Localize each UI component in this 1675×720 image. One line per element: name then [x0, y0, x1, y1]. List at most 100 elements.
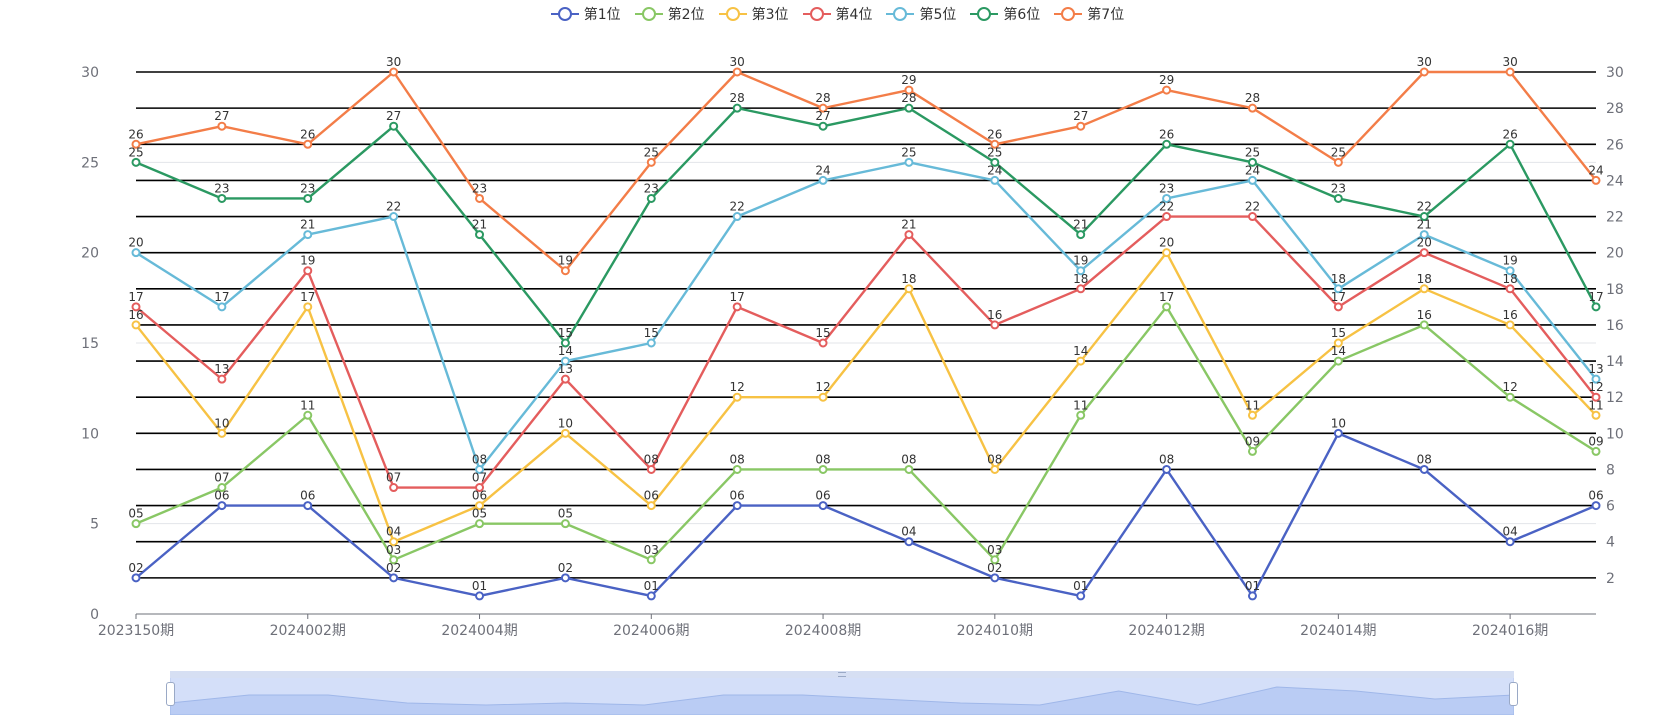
- data-point[interactable]: [1591, 501, 1601, 511]
- data-point[interactable]: [818, 338, 828, 348]
- data-point[interactable]: [131, 139, 141, 149]
- data-point[interactable]: [1505, 67, 1515, 77]
- legend-item-4[interactable]: 第4位: [802, 4, 872, 24]
- data-point[interactable]: [1419, 464, 1429, 474]
- data-zoom-slider[interactable]: [166, 671, 1518, 715]
- data-point[interactable]: [904, 537, 914, 547]
- data-point[interactable]: [303, 230, 313, 240]
- data-point[interactable]: [646, 591, 656, 601]
- data-point[interactable]: [131, 320, 141, 330]
- data-point[interactable]: [1591, 302, 1601, 312]
- data-point[interactable]: [217, 121, 227, 131]
- data-point[interactable]: [1162, 212, 1172, 222]
- data-point[interactable]: [475, 230, 485, 240]
- legend-item-6[interactable]: 第6位: [970, 4, 1040, 24]
- data-point[interactable]: [646, 193, 656, 203]
- data-point[interactable]: [560, 356, 570, 366]
- data-point[interactable]: [389, 483, 399, 493]
- data-point[interactable]: [1419, 67, 1429, 77]
- data-point[interactable]: [1076, 121, 1086, 131]
- data-point[interactable]: [1247, 175, 1257, 185]
- data-point[interactable]: [303, 302, 313, 312]
- data-point[interactable]: [1162, 85, 1172, 95]
- data-zoom-move-bar[interactable]: [170, 671, 1514, 678]
- data-point[interactable]: [1076, 284, 1086, 294]
- data-point[interactable]: [1505, 320, 1515, 330]
- data-point[interactable]: [732, 103, 742, 113]
- data-point[interactable]: [131, 573, 141, 583]
- data-point[interactable]: [1076, 591, 1086, 601]
- data-point[interactable]: [646, 501, 656, 511]
- data-point[interactable]: [990, 573, 1000, 583]
- data-point[interactable]: [560, 266, 570, 276]
- data-point[interactable]: [732, 67, 742, 77]
- data-point[interactable]: [389, 121, 399, 131]
- data-point[interactable]: [131, 302, 141, 312]
- data-point[interactable]: [1419, 248, 1429, 258]
- data-point[interactable]: [818, 175, 828, 185]
- data-point[interactable]: [818, 464, 828, 474]
- data-point[interactable]: [1247, 103, 1257, 113]
- data-point[interactable]: [646, 338, 656, 348]
- data-point[interactable]: [904, 284, 914, 294]
- data-point[interactable]: [1247, 591, 1257, 601]
- data-point[interactable]: [1591, 392, 1601, 402]
- data-point[interactable]: [732, 501, 742, 511]
- data-point[interactable]: [646, 555, 656, 565]
- data-point[interactable]: [560, 338, 570, 348]
- legend-item-7[interactable]: 第7位: [1054, 4, 1124, 24]
- data-point[interactable]: [1505, 284, 1515, 294]
- data-point[interactable]: [303, 193, 313, 203]
- data-point[interactable]: [904, 157, 914, 167]
- data-point[interactable]: [303, 410, 313, 420]
- data-point[interactable]: [732, 302, 742, 312]
- data-point[interactable]: [475, 193, 485, 203]
- legend-item-5[interactable]: 第5位: [886, 4, 956, 24]
- data-point[interactable]: [475, 591, 485, 601]
- data-point[interactable]: [818, 121, 828, 131]
- data-point[interactable]: [389, 537, 399, 547]
- data-point[interactable]: [1333, 193, 1343, 203]
- data-point[interactable]: [1076, 356, 1086, 366]
- data-point[interactable]: [1247, 410, 1257, 420]
- data-point[interactable]: [1076, 230, 1086, 240]
- data-point[interactable]: [475, 483, 485, 493]
- data-point[interactable]: [1333, 302, 1343, 312]
- data-point[interactable]: [1591, 446, 1601, 456]
- data-point[interactable]: [1333, 157, 1343, 167]
- data-point[interactable]: [1333, 284, 1343, 294]
- legend-item-2[interactable]: 第2位: [634, 4, 705, 24]
- data-point[interactable]: [389, 212, 399, 222]
- data-point[interactable]: [990, 555, 1000, 565]
- data-point[interactable]: [1505, 266, 1515, 276]
- legend-item-3[interactable]: 第3位: [718, 4, 789, 24]
- data-point[interactable]: [1333, 338, 1343, 348]
- data-point[interactable]: [904, 464, 914, 474]
- data-point[interactable]: [990, 175, 1000, 185]
- data-point[interactable]: [1076, 410, 1086, 420]
- data-point[interactable]: [1505, 392, 1515, 402]
- data-point[interactable]: [131, 248, 141, 258]
- data-point[interactable]: [475, 519, 485, 529]
- data-point[interactable]: [389, 555, 399, 565]
- data-point[interactable]: [560, 374, 570, 384]
- data-point[interactable]: [560, 519, 570, 529]
- data-point[interactable]: [1247, 212, 1257, 222]
- data-point[interactable]: [904, 230, 914, 240]
- data-point[interactable]: [1419, 212, 1429, 222]
- data-point[interactable]: [389, 573, 399, 583]
- data-point[interactable]: [217, 483, 227, 493]
- data-point[interactable]: [475, 464, 485, 474]
- data-point[interactable]: [131, 157, 141, 167]
- data-point[interactable]: [904, 103, 914, 113]
- data-point[interactable]: [217, 374, 227, 384]
- data-point[interactable]: [1076, 266, 1086, 276]
- data-point[interactable]: [1162, 139, 1172, 149]
- data-point[interactable]: [732, 392, 742, 402]
- data-zoom-handle-right[interactable]: [1509, 682, 1518, 706]
- data-point[interactable]: [990, 157, 1000, 167]
- data-point[interactable]: [646, 157, 656, 167]
- data-point[interactable]: [646, 464, 656, 474]
- data-point[interactable]: [1247, 157, 1257, 167]
- data-point[interactable]: [1505, 537, 1515, 547]
